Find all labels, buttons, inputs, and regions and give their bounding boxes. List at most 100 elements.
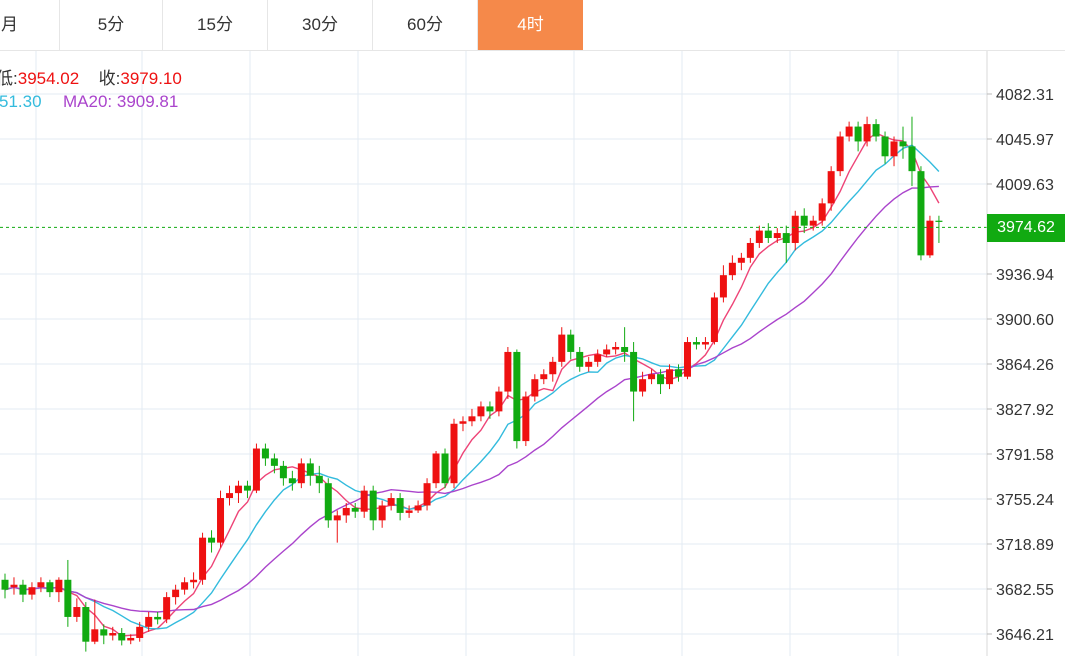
candle-body bbox=[360, 490, 368, 512]
candle-body bbox=[737, 257, 745, 263]
candle-body bbox=[387, 498, 395, 506]
candle-body bbox=[683, 342, 691, 377]
candle-body bbox=[199, 537, 207, 580]
candle-body bbox=[243, 485, 251, 491]
y-tick-label: 4009.63 bbox=[996, 177, 1054, 194]
candle-body bbox=[423, 483, 431, 506]
y-tick-label: 4082.31 bbox=[996, 87, 1054, 104]
candle-body bbox=[396, 498, 404, 513]
y-tick-label: 3791.58 bbox=[996, 447, 1054, 464]
candle-body bbox=[890, 141, 898, 157]
candle-body bbox=[773, 233, 781, 239]
candle-body bbox=[163, 597, 171, 620]
ohlc-info-row: 低:3954.02 收:3979.10 bbox=[0, 64, 182, 89]
tab-15min[interactable]: 15分 bbox=[163, 0, 268, 50]
candle-body bbox=[477, 406, 485, 417]
candle-body bbox=[118, 633, 126, 641]
candle-body bbox=[881, 136, 889, 157]
candle-body bbox=[441, 453, 449, 484]
y-tick-label: 3827.92 bbox=[996, 402, 1054, 419]
tab-30min[interactable]: 30分 bbox=[268, 0, 373, 50]
candle-body bbox=[701, 342, 709, 345]
candle-body bbox=[270, 458, 278, 466]
candle-body bbox=[854, 126, 862, 142]
candle-body bbox=[782, 233, 790, 243]
low-label: 低: bbox=[0, 69, 18, 88]
candle-body bbox=[764, 230, 772, 239]
candle-body bbox=[585, 361, 593, 367]
candle-body bbox=[504, 351, 512, 392]
candle-body bbox=[809, 220, 817, 226]
candle-body bbox=[486, 406, 494, 412]
candle-body bbox=[917, 171, 925, 256]
candle-body bbox=[549, 361, 557, 375]
candle-body bbox=[369, 490, 377, 521]
candle-body bbox=[800, 215, 808, 226]
tab-60min[interactable]: 60分 bbox=[373, 0, 478, 50]
candle-body bbox=[190, 579, 198, 583]
candle-body bbox=[621, 346, 629, 352]
candle-body bbox=[513, 351, 521, 442]
ma20-value: 3909.81 bbox=[116, 92, 179, 111]
candle-body bbox=[710, 297, 718, 343]
candle-body bbox=[324, 483, 332, 521]
tab-5min[interactable]: 5分 bbox=[60, 0, 163, 50]
close-label: 收: bbox=[98, 69, 121, 88]
candle-body bbox=[109, 633, 117, 636]
candle-body bbox=[567, 334, 575, 352]
candle-body bbox=[414, 505, 422, 511]
candle-body bbox=[64, 579, 72, 617]
candle-body bbox=[432, 453, 440, 484]
candle-body bbox=[450, 423, 458, 484]
candle-body bbox=[468, 416, 476, 422]
candle-body bbox=[91, 629, 99, 642]
candles bbox=[1, 116, 943, 652]
candle-body bbox=[459, 421, 467, 424]
candle-body bbox=[576, 351, 584, 367]
ma5-line bbox=[4, 132, 940, 637]
candle-body bbox=[648, 374, 656, 380]
tab-4hour[interactable]: 4时 bbox=[478, 0, 583, 50]
low-value: 3954.02 bbox=[17, 69, 80, 88]
tab-month[interactable]: 月 bbox=[0, 0, 60, 50]
candle-body bbox=[1, 579, 9, 590]
y-tick-label: 3936.94 bbox=[996, 267, 1054, 284]
y-tick-label: 3646.21 bbox=[996, 627, 1054, 644]
timeframe-tab-bar: 月 5分 15分 30分 60分 4时 bbox=[0, 0, 1065, 51]
candle-body bbox=[836, 136, 844, 172]
candle-body bbox=[746, 242, 754, 258]
candle-body bbox=[55, 579, 63, 593]
candle-body bbox=[82, 607, 90, 642]
candle-body bbox=[378, 505, 386, 521]
moving-average-lines bbox=[4, 132, 940, 637]
candle-body bbox=[540, 374, 548, 380]
candle-body bbox=[827, 171, 835, 204]
candle-body bbox=[19, 584, 27, 595]
y-tick-label: 3718.89 bbox=[996, 537, 1054, 554]
ma-short-value: 51.30 bbox=[0, 92, 42, 111]
candle-body bbox=[405, 510, 413, 513]
candle-body bbox=[279, 465, 287, 479]
candle-body bbox=[127, 637, 135, 641]
candle-body bbox=[666, 369, 674, 385]
candle-body bbox=[28, 587, 36, 595]
candle-body bbox=[899, 141, 907, 147]
current-price-label: 3974.62 bbox=[987, 214, 1065, 242]
candle-body bbox=[926, 220, 934, 256]
candle-body bbox=[136, 626, 144, 638]
candle-body bbox=[845, 126, 853, 137]
candle-body bbox=[728, 262, 736, 276]
candle-body bbox=[208, 537, 216, 543]
candle-body bbox=[719, 275, 727, 298]
candle-body bbox=[755, 230, 763, 243]
candle-body bbox=[37, 582, 45, 588]
candle-body bbox=[522, 396, 530, 442]
candle-body bbox=[181, 582, 189, 590]
candle-body bbox=[558, 334, 566, 362]
candle-body bbox=[252, 448, 260, 491]
candle-body bbox=[531, 379, 539, 397]
candle-body bbox=[692, 342, 700, 345]
candle-body bbox=[935, 220, 943, 222]
candlestick-chart[interactable]: 4082.31 4045.97 4009.63 3936.94 3900.60 3864.… bbox=[0, 51, 1065, 656]
y-axis: 4082.31 4045.97 4009.63 3936.94 3900.60 3864.… bbox=[986, 51, 1054, 656]
